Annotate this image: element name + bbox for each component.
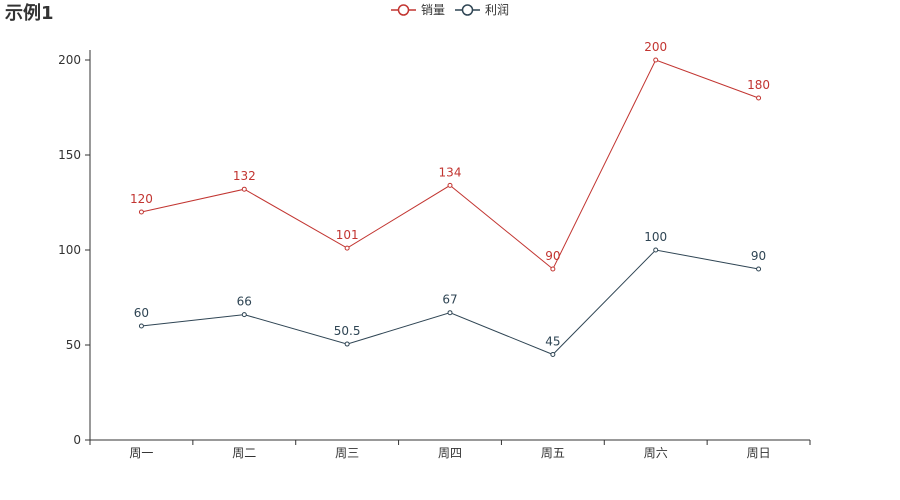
legend-label: 销量 (421, 3, 445, 17)
data-point[interactable] (756, 95, 762, 101)
data-point[interactable] (138, 323, 144, 329)
data-label: 66 (237, 295, 252, 309)
data-point[interactable] (447, 310, 453, 316)
legend-circle-icon (461, 4, 474, 16)
x-tick-label: 周五 (541, 446, 565, 460)
legend-label: 利润 (485, 3, 509, 17)
data-label: 132 (233, 169, 256, 183)
axes: 0 50 100 150 200 周一 周二 周三 周四 周五 周六 周日 (58, 50, 811, 460)
data-point[interactable] (241, 312, 247, 318)
data-label: 100 (644, 230, 667, 244)
data-label: 120 (130, 192, 153, 206)
x-tick-label: 周三 (335, 446, 359, 460)
data-point[interactable] (447, 182, 453, 188)
legend[interactable]: 销量 利润 (391, 3, 509, 17)
legend-item-2[interactable]: 利润 (455, 3, 509, 17)
y-tick-label: 150 (58, 148, 81, 162)
x-tick-label: 周日 (747, 446, 771, 460)
data-label: 90 (545, 249, 560, 263)
data-point[interactable] (653, 57, 659, 63)
data-label: 45 (545, 335, 560, 349)
data-label: 67 (442, 293, 457, 307)
legend-item-1[interactable]: 销量 (391, 3, 445, 17)
data-label: 134 (439, 165, 462, 179)
data-point[interactable] (344, 245, 350, 251)
data-point[interactable] (344, 341, 350, 347)
data-point[interactable] (550, 266, 556, 272)
data-point[interactable] (241, 186, 247, 192)
y-tick-label: 200 (58, 53, 81, 67)
chart-title: 示例1 (5, 3, 54, 24)
data-label: 180 (747, 78, 770, 92)
data-point[interactable] (550, 352, 556, 357)
data-label: 50.5 (334, 324, 361, 338)
y-tick-label: 0 (73, 433, 81, 447)
data-label: 90 (751, 249, 766, 263)
data-point[interactable] (138, 209, 144, 215)
y-tick-label: 100 (58, 243, 81, 257)
data-label: 200 (644, 40, 667, 54)
legend-circle-icon (397, 4, 410, 16)
data-labels: 120 132 101 134 90 200 180 60 66 50.5 67 45 100 90 (130, 40, 770, 349)
x-tick-label: 周一 (129, 446, 153, 460)
data-point[interactable] (653, 247, 659, 253)
series-layer (138, 57, 762, 357)
data-label: 60 (134, 306, 149, 320)
x-tick-label: 周四 (438, 446, 462, 460)
data-point[interactable] (756, 266, 762, 272)
data-label: 101 (336, 228, 359, 242)
y-tick-label: 50 (66, 338, 81, 352)
x-tick-label: 周二 (232, 446, 256, 460)
x-tick-label: 周六 (644, 446, 668, 460)
